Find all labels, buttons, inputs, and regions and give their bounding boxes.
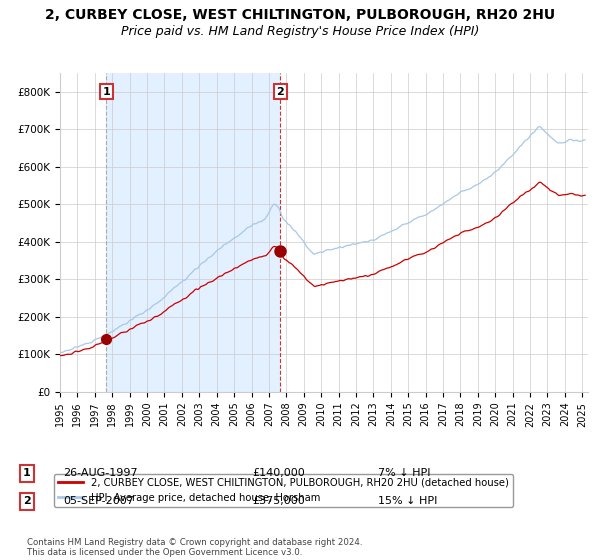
Text: £375,000: £375,000	[252, 496, 305, 506]
Text: 2, CURBEY CLOSE, WEST CHILTINGTON, PULBOROUGH, RH20 2HU: 2, CURBEY CLOSE, WEST CHILTINGTON, PULBO…	[45, 8, 555, 22]
Text: 2: 2	[23, 496, 31, 506]
Text: Contains HM Land Registry data © Crown copyright and database right 2024.
This d: Contains HM Land Registry data © Crown c…	[27, 538, 362, 557]
Text: 2: 2	[277, 87, 284, 96]
Text: Price paid vs. HM Land Registry's House Price Index (HPI): Price paid vs. HM Land Registry's House …	[121, 25, 479, 38]
Text: 1: 1	[103, 87, 110, 96]
Text: £140,000: £140,000	[252, 468, 305, 478]
Legend: 2, CURBEY CLOSE, WEST CHILTINGTON, PULBOROUGH, RH20 2HU (detached house), HPI: A: 2, CURBEY CLOSE, WEST CHILTINGTON, PULBO…	[55, 474, 514, 507]
Text: 26-AUG-1997: 26-AUG-1997	[63, 468, 137, 478]
Text: 15% ↓ HPI: 15% ↓ HPI	[378, 496, 437, 506]
Text: 1: 1	[23, 468, 31, 478]
Bar	[106, 73, 280, 392]
Text: 7% ↓ HPI: 7% ↓ HPI	[378, 468, 431, 478]
Text: 05-SEP-2007: 05-SEP-2007	[63, 496, 134, 506]
